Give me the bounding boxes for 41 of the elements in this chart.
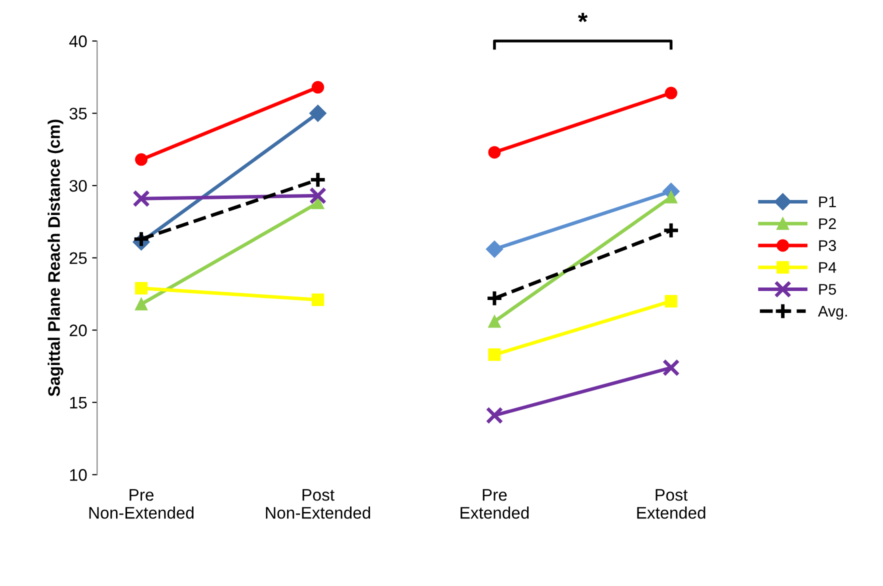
point (312, 196, 324, 210)
legend-label: P1 (819, 196, 836, 208)
point (132, 190, 150, 208)
point (132, 230, 150, 248)
y-tick-label: 40 (69, 35, 87, 48)
point (488, 146, 501, 159)
point (312, 294, 324, 306)
point (135, 298, 148, 310)
x-tick-label: Post Extended (637, 489, 706, 519)
text: * (578, 12, 588, 22)
point (486, 290, 504, 307)
point (488, 348, 501, 361)
point (312, 81, 324, 94)
point (664, 86, 678, 100)
point (486, 406, 504, 424)
x-tick-label: Post Non-Extended (266, 489, 370, 519)
y-tick-label: 35 (70, 108, 87, 120)
point (135, 153, 148, 166)
legend-label: P3 (819, 240, 836, 251)
point (309, 104, 326, 122)
point (309, 187, 327, 204)
point (664, 294, 678, 308)
legend-label: Avg. (818, 306, 847, 320)
legend-label: P4 (819, 262, 836, 273)
point (662, 359, 680, 376)
x-tick-label: Pre Non-Extended (89, 489, 194, 519)
point (488, 315, 501, 328)
y-tick-label: 15 (70, 396, 87, 409)
y-tick-label: 10 (70, 469, 87, 481)
legend-label: P2 (819, 218, 836, 229)
point (662, 222, 680, 240)
point (135, 282, 148, 294)
point (664, 190, 678, 204)
point (309, 171, 327, 188)
y-axis-title: Sagittal Plane Reach Distance (cm) (48, 120, 64, 396)
y-tick-label: 20 (70, 324, 87, 336)
y-tick-label: 30 (70, 180, 87, 192)
x-tick-label: Pre Extended (460, 489, 529, 519)
y-tick-label: 25 (70, 252, 87, 264)
point (486, 240, 504, 258)
legend-label: P5 (819, 284, 836, 295)
